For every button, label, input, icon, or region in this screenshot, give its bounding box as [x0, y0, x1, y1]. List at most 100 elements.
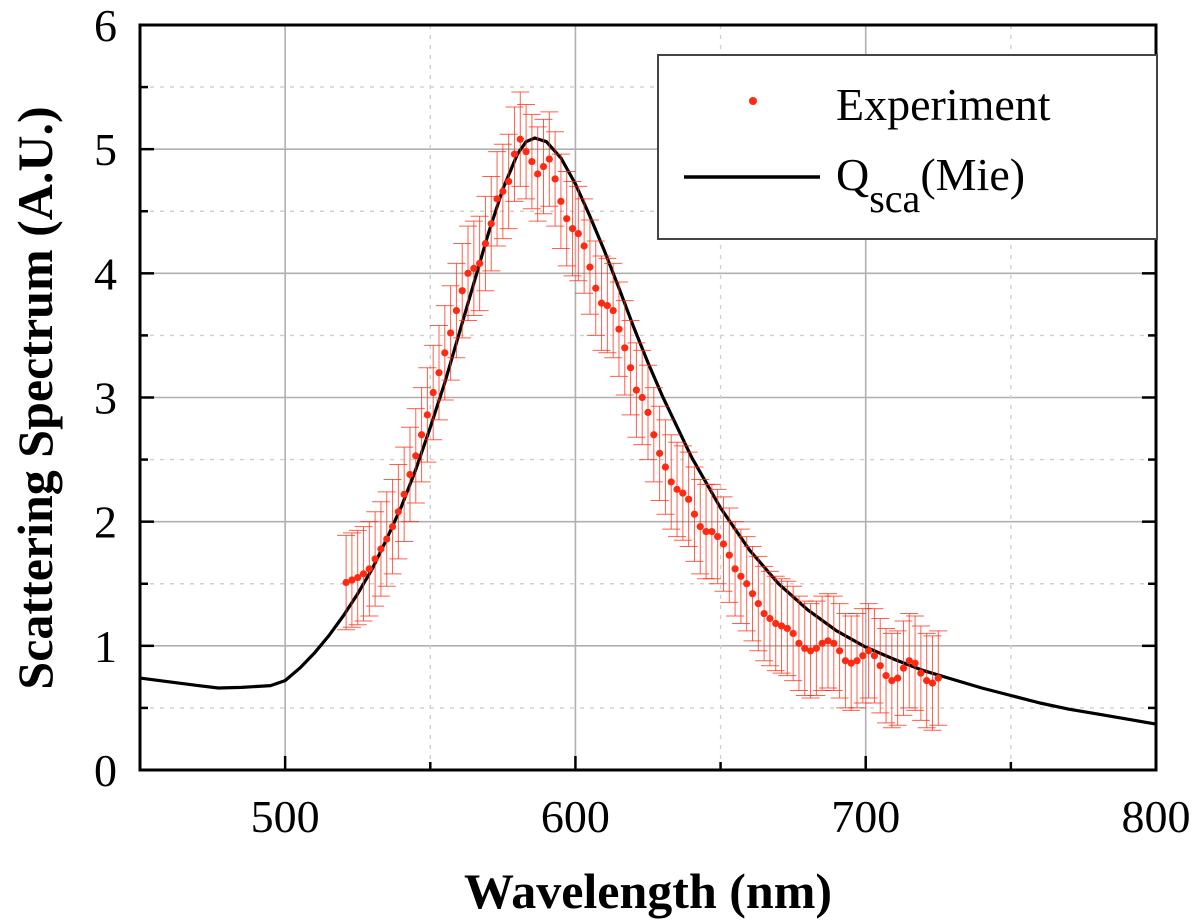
legend-mie-main: Q	[836, 149, 869, 200]
experiment-point	[923, 635, 942, 731]
data-marker	[818, 639, 826, 647]
data-marker	[830, 639, 838, 647]
experiment-series	[337, 91, 948, 731]
legend-experiment-marker	[749, 97, 757, 105]
experiment-point	[842, 615, 861, 711]
data-marker	[882, 672, 890, 680]
data-marker	[679, 489, 687, 497]
experiment-point	[627, 342, 646, 438]
data-marker	[626, 364, 635, 372]
data-marker	[464, 269, 472, 277]
data-marker	[505, 177, 513, 186]
legend-box	[657, 54, 1158, 240]
experiment-point	[633, 349, 652, 446]
experiment-point	[540, 111, 559, 207]
experiment-point	[656, 419, 675, 515]
experiment-point	[708, 488, 727, 585]
data-marker	[528, 157, 536, 166]
experiment-point	[366, 511, 385, 607]
data-marker	[928, 679, 937, 687]
data-marker	[563, 215, 571, 223]
data-marker	[853, 657, 861, 665]
data-marker	[516, 135, 524, 143]
data-marker	[685, 495, 693, 503]
legend-mie-subscript: sca	[869, 176, 920, 221]
data-marker	[754, 600, 762, 608]
experiment-point	[685, 466, 704, 562]
y-tick-label: 5	[94, 124, 117, 175]
data-marker	[841, 657, 849, 665]
data-marker	[714, 532, 722, 541]
experiment-point	[534, 118, 553, 215]
experiment-point	[830, 603, 849, 699]
data-marker	[557, 197, 565, 205]
data-marker	[795, 639, 803, 647]
experiment-point	[377, 491, 396, 587]
data-marker	[545, 155, 553, 163]
data-marker	[447, 329, 455, 337]
experiment-point	[784, 585, 803, 682]
data-marker	[673, 485, 681, 493]
experiment-point	[488, 151, 507, 247]
data-marker	[865, 647, 873, 655]
data-marker	[412, 452, 420, 460]
data-marker	[597, 299, 606, 307]
data-marker	[731, 565, 739, 573]
data-marker	[899, 664, 908, 672]
data-marker	[586, 263, 594, 271]
data-marker	[365, 565, 373, 573]
axes-frame	[138, 23, 1158, 772]
y-tick-label: 4	[94, 248, 117, 299]
x-tick-label: 500	[251, 791, 320, 842]
experiment-point	[731, 528, 750, 624]
data-marker	[487, 220, 495, 228]
experiment-point	[929, 630, 948, 726]
data-marker	[551, 175, 559, 183]
y-tick-label: 6	[94, 0, 117, 51]
legend: Experiment Qsca(Mie)	[657, 54, 1158, 240]
experiment-point	[360, 521, 379, 617]
data-marker	[806, 647, 815, 655]
tick-labels: 500 600 700 800 0 1 2 3 4 5 6	[94, 0, 1191, 842]
experiment-point	[557, 171, 576, 267]
experiment-point	[743, 546, 762, 642]
data-marker	[342, 578, 350, 587]
mie-line	[139, 136, 1157, 726]
data-marker	[621, 344, 629, 352]
data-marker	[766, 614, 774, 623]
mie-series	[139, 136, 1157, 726]
experiment-point	[871, 618, 890, 714]
data-marker	[568, 225, 577, 233]
data-marker	[417, 431, 426, 439]
experiment-point	[493, 143, 512, 240]
data-marker	[348, 576, 356, 584]
experiment-point	[859, 603, 878, 699]
x-tick-label: 600	[541, 791, 610, 842]
data-marker	[923, 677, 931, 685]
data-marker	[870, 652, 879, 660]
experiment-point	[911, 625, 930, 721]
data-marker	[615, 325, 623, 333]
data-marker	[377, 545, 385, 553]
data-marker	[835, 647, 844, 655]
data-marker	[661, 463, 670, 471]
data-marker	[743, 580, 751, 588]
x-tick-label: 800	[1122, 791, 1191, 842]
data-marker	[812, 644, 820, 652]
experiment-point	[389, 464, 408, 560]
data-marker	[777, 622, 786, 630]
data-marker	[632, 386, 640, 394]
y-axis-title: Scattering Spectrum (A.U.)	[7, 106, 63, 689]
data-marker	[702, 528, 710, 536]
data-marker	[934, 674, 942, 682]
data-marker	[394, 508, 402, 516]
experiment-point	[348, 529, 367, 626]
data-marker	[429, 388, 437, 397]
experiment-point	[412, 387, 431, 483]
legend-mie-rest: (Mie)	[920, 149, 1025, 200]
data-marker	[476, 259, 484, 267]
experiment-point	[679, 451, 698, 547]
data-marker	[481, 239, 490, 248]
y-tick-label: 2	[94, 497, 117, 548]
legend-mie-label: Qsca(Mie)	[836, 149, 1025, 221]
